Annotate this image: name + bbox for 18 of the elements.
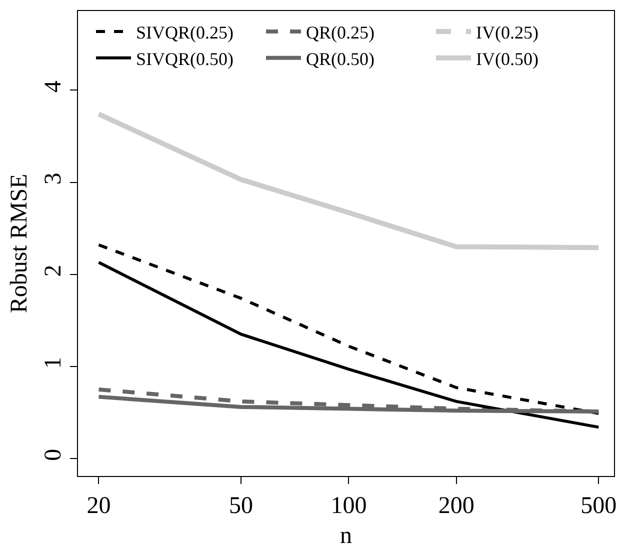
x-tick-label: 500 [580,492,617,519]
x-tick-label: 200 [438,492,474,519]
x-tick-label: 50 [229,492,254,519]
legend-label: SIVQR(0.50) [136,48,234,69]
legend-label: QR(0.50) [306,48,374,69]
y-tick-label: 2 [40,264,66,277]
legend-label: IV(0.50) [476,48,538,69]
y-tick-label: 4 [40,80,66,93]
x-axis-title: n [340,523,352,550]
legend-label: QR(0.25) [306,22,374,43]
y-tick-label: 0 [40,448,66,461]
legend-label: SIVQR(0.25) [136,22,234,43]
y-axis-title: Robust RMSE [6,174,32,314]
y-tick-label: 3 [40,172,66,185]
x-tick-label: 20 [86,492,111,519]
y-tick-label: 1 [40,356,66,369]
x-tick-label: 100 [330,492,367,519]
legend-label: IV(0.25) [476,22,538,43]
